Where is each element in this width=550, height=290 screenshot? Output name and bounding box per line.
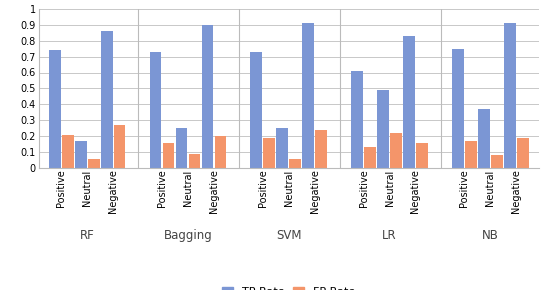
Bar	[201, 25, 213, 168]
Text: SVM: SVM	[276, 229, 301, 242]
Bar	[452, 48, 464, 168]
Bar	[390, 133, 402, 168]
Bar	[517, 138, 529, 168]
Legend: TP Rate, FP Rate: TP Rate, FP Rate	[217, 282, 360, 290]
Bar	[416, 143, 428, 168]
Bar	[163, 143, 174, 168]
Bar	[214, 136, 226, 168]
Bar	[364, 147, 376, 168]
Text: NB: NB	[482, 229, 499, 242]
Bar	[189, 154, 200, 168]
Text: RF: RF	[80, 229, 95, 242]
Bar	[88, 159, 100, 168]
Bar	[465, 141, 477, 168]
Bar	[114, 125, 125, 168]
Bar	[49, 50, 60, 168]
Text: LR: LR	[382, 229, 397, 242]
Bar	[302, 23, 314, 168]
Bar	[175, 128, 188, 168]
Bar	[403, 36, 415, 168]
Bar	[62, 135, 74, 168]
Bar	[491, 155, 503, 168]
Bar	[289, 159, 301, 168]
Bar	[150, 52, 162, 168]
Bar	[277, 128, 288, 168]
Bar	[250, 52, 262, 168]
Bar	[101, 31, 113, 168]
Bar	[478, 109, 490, 168]
Bar	[75, 141, 86, 168]
Bar	[351, 71, 363, 168]
Bar	[504, 23, 515, 168]
Text: Bagging: Bagging	[163, 229, 212, 242]
Bar	[377, 90, 389, 168]
Bar	[263, 138, 275, 168]
Bar	[315, 130, 327, 168]
